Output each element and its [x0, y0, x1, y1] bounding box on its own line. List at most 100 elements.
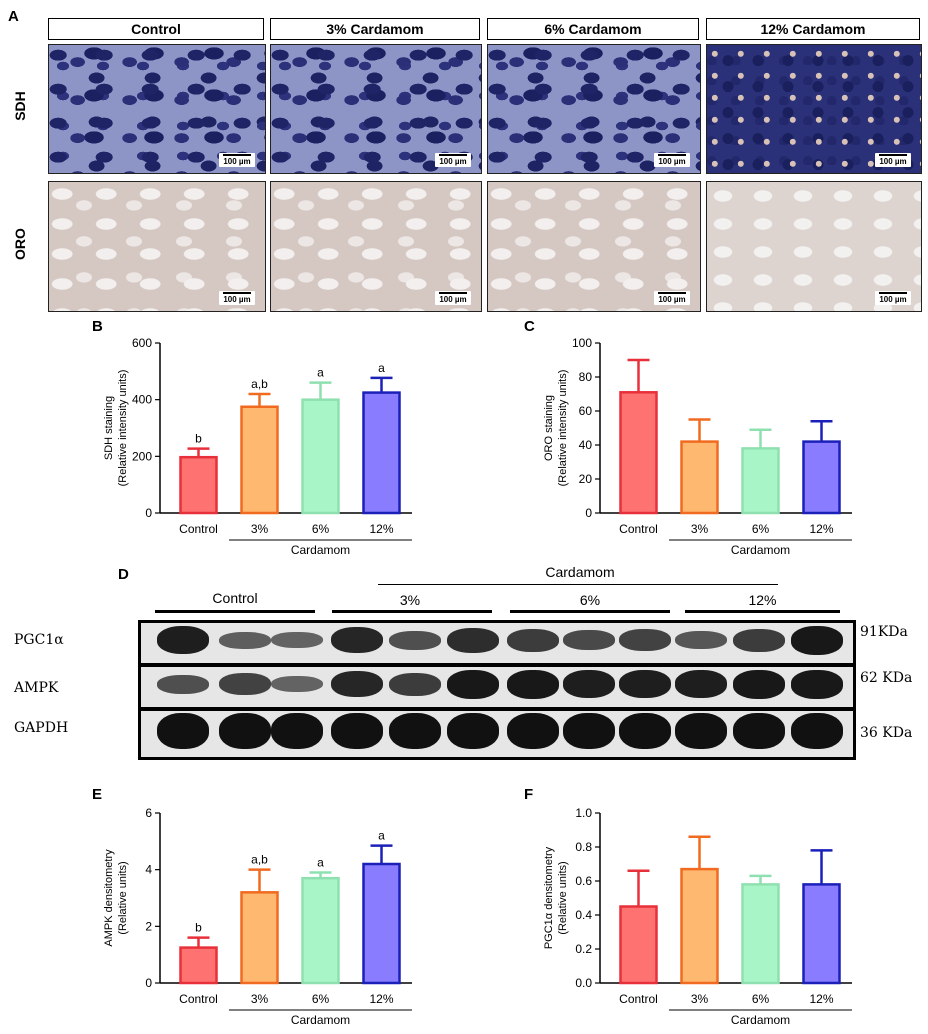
x-tick-label: Control: [179, 992, 218, 1006]
bar-6%: [741, 883, 780, 985]
significance-label: b: [195, 432, 202, 446]
group-label: Cardamom: [731, 543, 790, 557]
blot-band: [219, 713, 271, 749]
y-axis-label-units: (Relative intensity units): [117, 370, 129, 487]
blot-band: [389, 631, 441, 650]
y-axis-label-units: (Relative units): [117, 861, 129, 934]
blot-band: [619, 713, 671, 749]
y-tick-label: 0.2: [575, 942, 592, 956]
blot-band: [447, 713, 499, 749]
x-tick-label: 6%: [312, 992, 330, 1006]
group-label: Cardamom: [291, 1013, 350, 1027]
bar-Control: [179, 455, 218, 515]
blot-band: [447, 670, 499, 699]
scale-bar: 100 µm: [654, 291, 690, 305]
micrograph-sdh-6pct: 100 µm: [487, 44, 701, 174]
column-label-6pct: 6% Cardamom: [487, 18, 699, 40]
significance-label: a,b: [251, 853, 268, 867]
y-axis-label-units: (Relative intensity units): [557, 370, 569, 487]
bar-12%: [362, 862, 401, 985]
y-tick-label: 20: [579, 472, 593, 486]
column-label-12pct: 12% Cardamom: [706, 18, 920, 40]
y-tick-label: 6: [145, 806, 152, 820]
blot-band: [157, 675, 209, 694]
y-axis-label: PGC1α densitometry: [543, 846, 555, 949]
blot-band: [331, 671, 383, 697]
group-label: Cardamom: [731, 1013, 790, 1027]
significance-label: a: [317, 856, 324, 870]
x-tick-label: 3%: [691, 992, 709, 1006]
bar-6%: [301, 876, 340, 985]
scale-bar: 100 µm: [654, 153, 690, 167]
y-tick-label: 0: [585, 506, 592, 520]
blot-band: [219, 632, 271, 649]
blot-band: [219, 673, 271, 695]
column-label-control: Control: [48, 18, 264, 40]
y-tick-label: 1.0: [575, 806, 592, 820]
scale-bar: 100 µm: [875, 291, 911, 305]
blot-band: [331, 713, 383, 749]
significance-label: a: [317, 366, 324, 380]
y-tick-label: 400: [132, 393, 152, 407]
group-label: Cardamom: [291, 543, 350, 557]
y-tick-label: 80: [579, 370, 593, 384]
blot-band: [675, 631, 727, 649]
significance-label: a: [378, 829, 385, 843]
group-label-control: Control: [212, 590, 258, 606]
bar-Control: [619, 391, 658, 515]
y-tick-label: 40: [579, 438, 593, 452]
blot-ampk: [138, 664, 856, 710]
blot-band: [389, 713, 441, 749]
y-tick-label: 600: [132, 336, 152, 350]
y-axis-label: SDH staining: [103, 396, 115, 460]
blot-band: [157, 626, 209, 654]
chart-pgc1a-densitometry: 0.0 0.2 0.4 0.6 0.8 1.0 PGC1α densitometry (Rel…: [543, 806, 852, 1027]
group-line-6pct: [510, 610, 670, 613]
y-tick-label: 2: [145, 919, 152, 933]
cardamom-group-label: Cardamom: [545, 564, 615, 580]
bar-Control: [179, 946, 218, 985]
panel-f-letter: F: [524, 786, 534, 803]
blot-band: [507, 670, 559, 699]
micrograph-sdh-control: 100 µm: [48, 44, 266, 174]
blot-band: [733, 670, 785, 699]
blot-band: [563, 713, 615, 749]
x-tick-label: 12%: [369, 522, 393, 536]
blot-band: [619, 629, 671, 651]
group-label-12pct: 12%: [748, 592, 777, 608]
blot-band: [619, 670, 671, 698]
group-label-6pct: 6%: [579, 592, 601, 608]
scale-bar: 100 µm: [875, 153, 911, 167]
y-tick-label: 0: [145, 506, 152, 520]
row-label-oro: ORO: [12, 228, 28, 260]
y-axis-label: ORO staining: [543, 395, 555, 461]
column-label-3pct: 3% Cardamom: [270, 18, 480, 40]
micrograph-oro-12pct: 100 µm: [706, 181, 922, 312]
blot-band: [447, 628, 499, 653]
chart-ampk-densitometry: 0 2 4 6 AMPK densitometry (Relative units) b Co…: [103, 806, 412, 1027]
y-tick-label: 0.0: [575, 976, 592, 990]
x-tick-label: 6%: [752, 992, 770, 1006]
y-tick-label: 100: [572, 336, 592, 350]
scale-bar: 100 µm: [435, 291, 471, 305]
x-tick-label: Control: [179, 522, 218, 536]
blot-band: [563, 670, 615, 698]
y-tick-label: 0.4: [575, 908, 592, 922]
x-tick-label: 3%: [251, 522, 269, 536]
blot-band: [271, 676, 323, 692]
panel-a-letter: A: [8, 8, 19, 25]
micrograph-oro-control: 100 µm: [48, 181, 266, 312]
bar-12%: [802, 883, 841, 985]
bar-3%: [680, 867, 719, 985]
bar-12%: [802, 440, 841, 515]
blot-band: [157, 713, 209, 749]
blot-band: [791, 670, 843, 699]
micrograph-sdh-3pct: 100 µm: [270, 44, 482, 174]
y-tick-label: 0: [145, 976, 152, 990]
panel-c-letter: C: [524, 318, 535, 335]
row-label-sdh: SDH: [12, 91, 28, 121]
blot-band: [271, 713, 323, 749]
blot-band: [389, 673, 441, 696]
chart-sdh-staining: 0 200 400 600 SDH staining (Relative intensit…: [103, 336, 412, 557]
panel-d-letter: D: [118, 566, 129, 583]
